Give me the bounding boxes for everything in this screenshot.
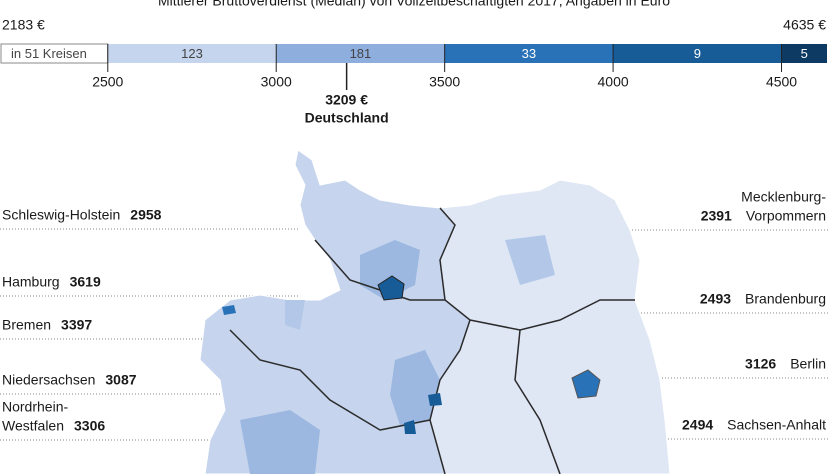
hamburg (377, 275, 405, 301)
state-value: 2958 (130, 207, 161, 223)
legend: 2183 € 4635 € in 51 Kreisen 123 181 33 9 5 2500 3… (0, 17, 827, 126)
legend-count: 33 (522, 46, 536, 61)
legend-count: 123 (181, 46, 203, 61)
state-value: 2493 (700, 291, 731, 307)
legend-segment (444, 44, 614, 63)
state-labels: Schleswig-Holstein 2958 Hamburg 3619 Bremen 3… (2, 189, 826, 434)
state-value: 3619 (70, 274, 101, 290)
tick-label: 4500 (766, 74, 797, 90)
legend-min: 2183 € (2, 17, 45, 33)
legend-count: 5 (801, 46, 808, 61)
map-region (390, 350, 440, 425)
state-name: Bremen (2, 317, 51, 333)
state-name: Berlin (790, 356, 826, 372)
state-value: 3126 (745, 356, 776, 372)
map (199, 149, 671, 474)
state-value: 3397 (61, 317, 92, 333)
state-name: Mecklenburg- (741, 189, 826, 205)
map-region (285, 300, 305, 330)
map-region (240, 410, 320, 474)
legend-max: 4635 € (783, 17, 826, 33)
legend-count: in 51 Kreisen (11, 46, 87, 61)
map-region (404, 420, 416, 434)
national-value: 3209 € (325, 92, 368, 108)
state-name: Hamburg (2, 274, 60, 290)
state-name: Niedersachsen (2, 372, 95, 388)
state-name: Brandenburg (745, 291, 826, 307)
title: Mittlerer Bruttoverdienst (Median) von V… (158, 0, 670, 9)
legend-segment (613, 44, 782, 63)
bremen (222, 305, 236, 315)
legend-segment (107, 44, 277, 63)
legend-count: 9 (694, 46, 701, 61)
state-value: 3087 (105, 372, 136, 388)
state-name: Schleswig-Holstein (2, 207, 120, 223)
national-name: Deutschland (305, 110, 389, 126)
tick-label: 3000 (261, 74, 292, 90)
tick-label: 3500 (429, 74, 460, 90)
legend-segment (276, 44, 445, 63)
map-region (428, 393, 442, 406)
tick-label: 4000 (598, 74, 629, 90)
map-west (199, 149, 471, 474)
legend-segment (781, 44, 827, 63)
state-name: Sachsen-Anhalt (727, 417, 826, 433)
legend-count: 181 (350, 46, 372, 61)
state-value: 2494 (682, 417, 713, 433)
state-name: Westfalen (2, 418, 64, 434)
map-region (360, 240, 420, 300)
map-region (505, 235, 555, 285)
state-value: 3306 (74, 418, 105, 434)
state-name: Nordrhein- (2, 399, 68, 415)
tick-label: 2500 (92, 74, 123, 90)
state-name: Vorpommern (746, 208, 826, 224)
berlin (571, 369, 601, 399)
state-value: 2391 (701, 208, 732, 224)
